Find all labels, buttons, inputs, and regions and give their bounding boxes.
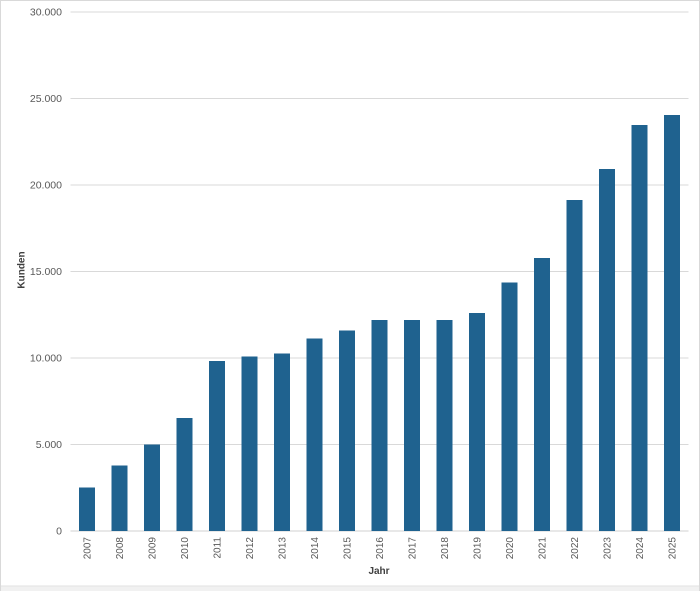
svg-text:2021: 2021 — [538, 537, 549, 560]
svg-text:2010: 2010 — [180, 537, 191, 560]
svg-text:Jahr: Jahr — [368, 566, 389, 577]
svg-text:2020: 2020 — [505, 537, 516, 560]
svg-text:2007: 2007 — [83, 537, 94, 560]
svg-text:2018: 2018 — [440, 537, 451, 560]
svg-text:2024: 2024 — [635, 537, 646, 560]
svg-text:2022: 2022 — [570, 537, 581, 560]
svg-text:25.000: 25.000 — [30, 93, 62, 105]
svg-text:2014: 2014 — [310, 537, 321, 560]
svg-text:2012: 2012 — [245, 537, 256, 560]
svg-text:2016: 2016 — [375, 537, 386, 560]
svg-text:2023: 2023 — [603, 537, 614, 560]
svg-text:20.000: 20.000 — [30, 180, 62, 192]
svg-text:2013: 2013 — [278, 537, 289, 560]
svg-text:15.000: 15.000 — [30, 266, 62, 278]
svg-text:2015: 2015 — [343, 537, 354, 560]
svg-text:2025: 2025 — [668, 537, 679, 560]
svg-text:5.000: 5.000 — [36, 439, 62, 451]
svg-text:Kunden: Kunden — [17, 251, 28, 288]
svg-text:30.000: 30.000 — [30, 7, 62, 19]
svg-text:2008: 2008 — [115, 537, 126, 560]
svg-text:10.000: 10.000 — [30, 353, 62, 365]
svg-text:0: 0 — [56, 526, 62, 538]
svg-text:2019: 2019 — [473, 537, 484, 560]
svg-text:2011: 2011 — [213, 537, 224, 559]
svg-text:2017: 2017 — [408, 537, 419, 560]
svg-text:2009: 2009 — [148, 537, 159, 560]
